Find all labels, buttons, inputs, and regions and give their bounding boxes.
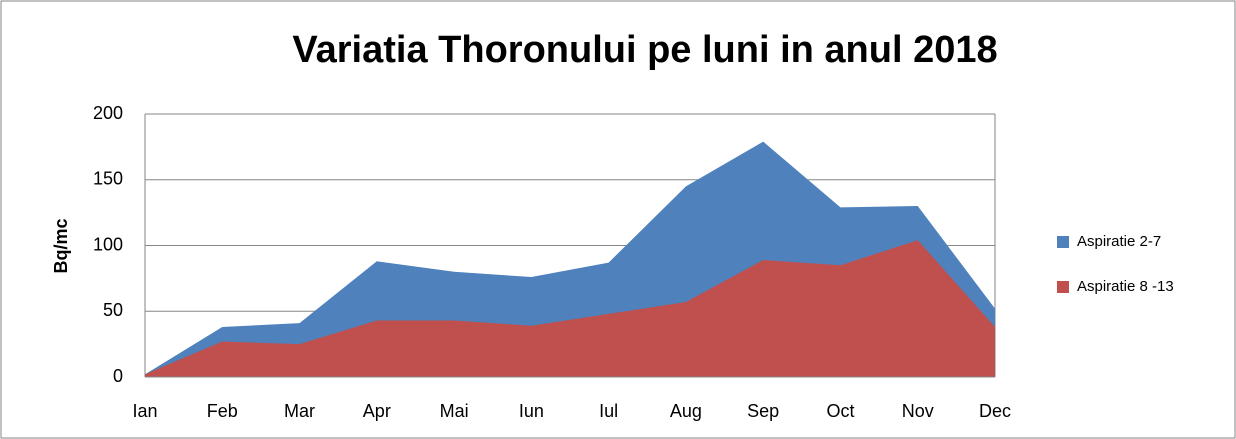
x-tick-label: Feb xyxy=(207,401,238,421)
chart-title: Variatia Thoronului pe luni in anul 2018 xyxy=(292,29,997,71)
y-tick-label: 150 xyxy=(93,169,123,189)
x-tick-label: Nov xyxy=(902,401,934,421)
x-tick-label: Dec xyxy=(979,401,1011,421)
y-tick-label: 50 xyxy=(103,300,123,320)
x-tick-label: Oct xyxy=(826,401,854,421)
x-tick-label: Aug xyxy=(670,401,702,421)
area xyxy=(145,240,995,377)
y-tick-label: 200 xyxy=(93,103,123,123)
x-tick-label: Sep xyxy=(747,401,779,421)
legend-swatch xyxy=(1057,236,1069,248)
x-tick-label: Mai xyxy=(440,401,469,421)
legend-label: Aspiratie 8 -13 xyxy=(1077,278,1174,295)
x-tick-label: Mar xyxy=(284,401,315,421)
x-tick-label: Iul xyxy=(599,401,618,421)
x-tick-label: Ian xyxy=(132,401,157,421)
legend-label: Aspiratie 2-7 xyxy=(1077,233,1161,250)
legend-swatch xyxy=(1057,281,1069,293)
y-axis-label: Bq/mc xyxy=(51,218,71,273)
x-tick-label: Apr xyxy=(363,401,391,421)
y-tick-label: 100 xyxy=(93,234,123,254)
x-tick-label: Iun xyxy=(519,401,544,421)
y-tick-label: 0 xyxy=(113,366,123,386)
